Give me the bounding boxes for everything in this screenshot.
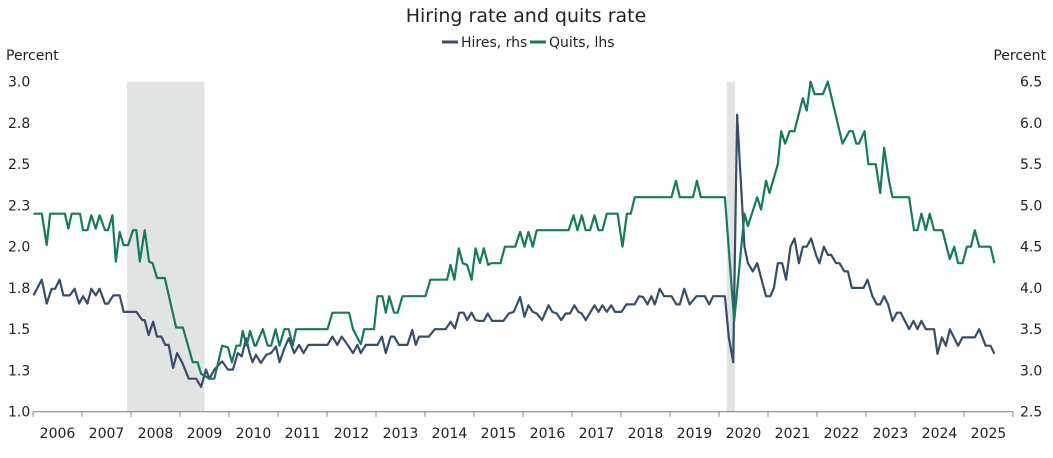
left-tick-label: 1.0: [8, 405, 30, 421]
legend-label-quits: Quits, lhs: [549, 35, 615, 51]
left-tick-label: 2.0: [8, 240, 30, 256]
left-tick-label: 1.8: [8, 281, 30, 297]
left-tick-label: 2.3: [8, 198, 30, 214]
left-tick-label: 3.0: [8, 75, 30, 91]
x-tick-label: 2017: [579, 426, 615, 442]
right-tick-label: 3.0: [1020, 363, 1042, 379]
x-tick-label: 2010: [236, 426, 272, 442]
x-tick-label: 2011: [285, 426, 321, 442]
x-tick-label: 2006: [40, 426, 76, 442]
right-tick-label: 4.5: [1020, 240, 1042, 256]
x-tick-label: 2024: [922, 426, 958, 442]
x-tick-label: 2014: [432, 426, 468, 442]
x-tick-label: 2019: [677, 426, 713, 442]
x-tick-label: 2007: [89, 426, 125, 442]
x-tick-label: 2013: [383, 426, 419, 442]
left-axis-label: Percent: [6, 48, 59, 64]
left-tick-label: 1.5: [8, 322, 30, 338]
right-tick-label: 2.5: [1020, 405, 1042, 421]
right-tick-label: 5.5: [1020, 157, 1042, 173]
left-tick-label: 2.5: [8, 157, 30, 173]
x-tick-label: 2015: [481, 426, 517, 442]
legend-label-hires: Hires, rhs: [461, 35, 527, 51]
x-tick-label: 2020: [726, 426, 762, 442]
x-tick-label: 2023: [873, 426, 909, 442]
quits-line: [33, 80, 996, 380]
left-tick-label: 2.8: [8, 116, 30, 132]
recession-band: [726, 81, 736, 412]
right-tick-label: 6.5: [1020, 75, 1042, 91]
x-tick-label: 2009: [187, 426, 223, 442]
chart-title: Hiring rate and quits rate: [406, 5, 647, 27]
x-tick-label: 2018: [628, 426, 664, 442]
right-axis-label: Percent: [993, 48, 1046, 64]
legend: Hires, rhs Quits, lhs: [442, 35, 615, 51]
x-tick-label: 2008: [138, 426, 174, 442]
right-tick-label: 4.0: [1020, 281, 1042, 297]
x-tick-label: 2016: [530, 426, 566, 442]
right-tick-label: 3.5: [1020, 322, 1042, 338]
left-tick-label: 1.3: [8, 363, 30, 379]
x-tick-label: 2025: [971, 426, 1007, 442]
right-tick-label: 6.0: [1020, 116, 1042, 132]
right-tick-label: 5.0: [1020, 198, 1042, 214]
x-tick-label: 2012: [334, 426, 370, 442]
x-tick-label: 2021: [775, 426, 811, 442]
x-tick-label: 2022: [824, 426, 860, 442]
hires-line: [32, 113, 996, 388]
